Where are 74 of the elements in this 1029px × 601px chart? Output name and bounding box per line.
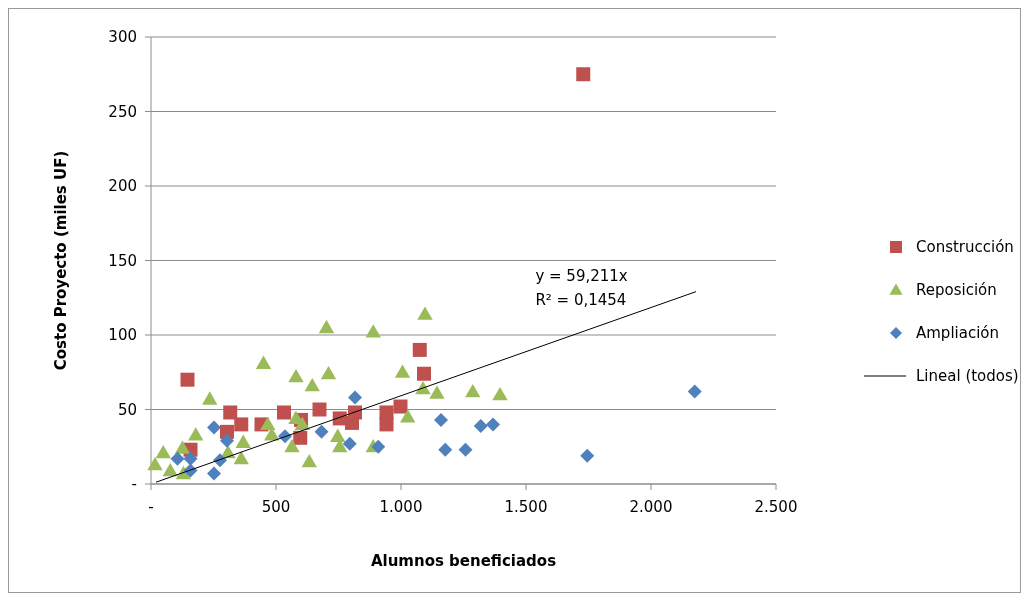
x-tick-label: 500 [261, 498, 291, 516]
y-axis-title: Costo Proyecto (miles UF) [52, 150, 70, 371]
x-tick-label: 2.500 [754, 498, 798, 516]
legend-label: Ampliación [916, 324, 1000, 343]
point [223, 405, 238, 420]
y-tick-label: 200 [108, 177, 137, 196]
legend-label: Construcción [916, 238, 1014, 257]
point [438, 442, 453, 457]
point [393, 399, 408, 414]
point [434, 412, 448, 427]
point [417, 306, 433, 320]
point [294, 416, 310, 430]
y-tick-label: 50 [117, 400, 137, 419]
point [170, 451, 185, 466]
point [365, 324, 381, 338]
point [429, 385, 445, 399]
point [220, 433, 234, 448]
x-axis-title: Alumnos beneficiados [370, 552, 557, 570]
point [394, 364, 411, 378]
point [473, 418, 488, 433]
point [492, 386, 508, 401]
point [155, 445, 171, 459]
point [207, 466, 221, 481]
point [345, 415, 359, 430]
point [293, 430, 308, 445]
point [235, 434, 251, 448]
point [277, 405, 291, 420]
point [202, 391, 218, 405]
point [233, 450, 249, 465]
point [458, 442, 473, 457]
point [207, 420, 221, 435]
point [147, 456, 163, 471]
y-tick-label: 150 [108, 251, 137, 270]
y-tick-label: 250 [108, 102, 137, 121]
annotation: R² = 0,1454 [535, 290, 627, 309]
x-tick-label: - [148, 498, 154, 516]
point [301, 453, 317, 468]
point [580, 448, 595, 463]
point [371, 439, 386, 454]
point [304, 377, 320, 392]
point [174, 440, 191, 454]
x-tick-label: 2.000 [629, 498, 673, 516]
point [330, 428, 346, 442]
legend-label: Reposición [916, 281, 997, 300]
point [318, 319, 335, 334]
point [255, 355, 272, 369]
point [260, 416, 276, 430]
point [465, 383, 481, 398]
point [320, 366, 337, 380]
point [234, 417, 249, 432]
point [417, 366, 431, 381]
point [412, 342, 427, 357]
annotation: y = 59,211x [535, 266, 628, 285]
point [576, 67, 591, 82]
x-tick-label: 1.000 [379, 498, 423, 516]
point [188, 427, 204, 441]
point [312, 402, 327, 417]
point [486, 417, 500, 432]
point [400, 409, 416, 423]
point [180, 372, 195, 387]
y-tick-label: - [131, 475, 137, 494]
y-tick-label: 100 [108, 326, 137, 345]
x-tick-label: 1.500 [504, 498, 548, 516]
point [379, 417, 394, 432]
legend-label: Lineal (todos) [916, 367, 1019, 386]
point [183, 451, 198, 466]
point [342, 436, 357, 451]
point [687, 384, 702, 399]
point [162, 462, 178, 477]
point [288, 369, 304, 383]
point [348, 390, 362, 405]
point [314, 424, 329, 439]
point [284, 439, 300, 453]
y-tick-label: 300 [108, 28, 137, 47]
